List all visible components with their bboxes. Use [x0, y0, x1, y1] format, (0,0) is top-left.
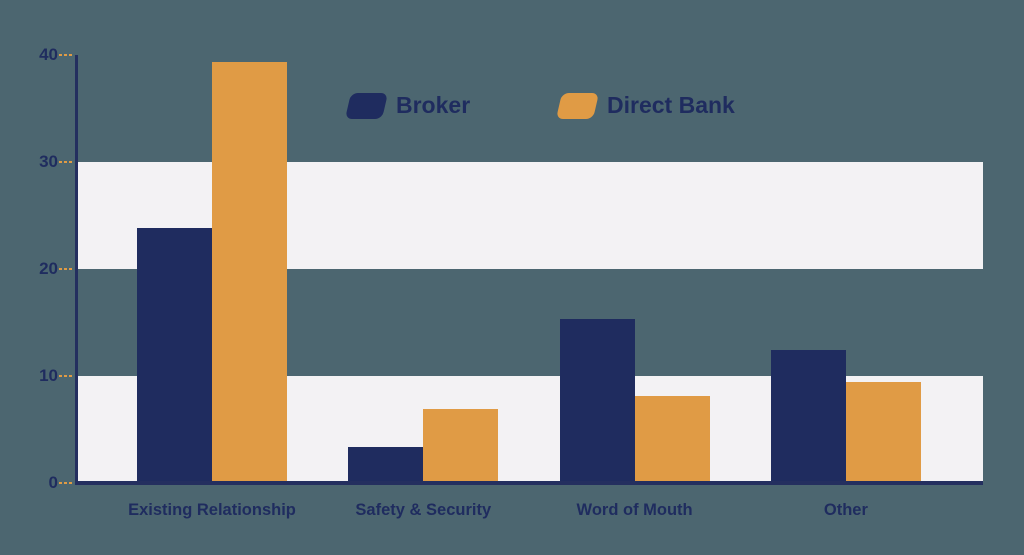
- y-tick-mark: [59, 482, 74, 484]
- direct-bank-swatch-icon: [555, 92, 600, 119]
- bar-direct-bank: [212, 62, 287, 483]
- legend-label-direct-bank: Direct Bank: [607, 92, 735, 118]
- legend-item-broker: Broker: [344, 92, 471, 119]
- y-tick-label: 20: [39, 259, 58, 278]
- x-category-label: Existing Relationship: [128, 501, 296, 519]
- broker-swatch-icon: [344, 92, 389, 119]
- bar-direct-bank: [845, 382, 921, 483]
- y-axis-line: [75, 55, 78, 485]
- y-tick-mark: [59, 161, 74, 163]
- legend-item-direct-bank: Direct Bank: [555, 92, 735, 119]
- y-tick-mark: [59, 54, 74, 56]
- bar-broker: [559, 319, 635, 483]
- bar-direct-bank: [634, 396, 710, 483]
- y-tick-label: 40: [39, 45, 58, 64]
- y-tick-mark: [59, 375, 74, 377]
- y-tick-mark: [59, 268, 74, 270]
- bar-broker: [770, 350, 846, 483]
- y-tick-label: 10: [39, 366, 58, 385]
- bar-broker: [137, 228, 212, 483]
- bar-broker: [348, 446, 424, 483]
- x-category-label: Safety & Security: [355, 501, 492, 519]
- x-axis-line: [75, 481, 983, 485]
- legend-label-broker: Broker: [396, 92, 471, 118]
- bar-direct-bank: [423, 409, 499, 483]
- y-tick-label: 30: [39, 152, 58, 171]
- x-category-label: Other: [823, 501, 868, 519]
- x-category-label: Word of Mouth: [576, 501, 693, 519]
- y-tick-label: 0: [48, 473, 58, 492]
